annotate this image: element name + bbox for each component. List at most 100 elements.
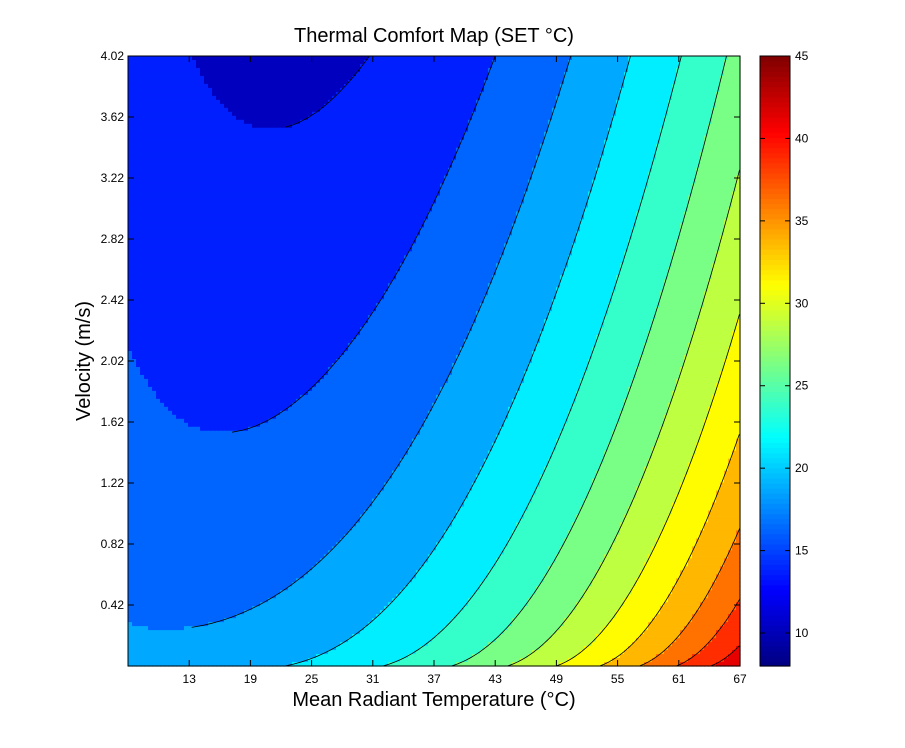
contour-cell bbox=[248, 116, 253, 121]
contour-cell bbox=[676, 172, 681, 177]
contour-cell bbox=[248, 152, 253, 157]
contour-cell bbox=[672, 128, 677, 133]
contour-cell bbox=[516, 128, 521, 133]
contour-cell bbox=[412, 132, 417, 137]
contour-cell bbox=[588, 64, 593, 69]
contour-cell bbox=[244, 88, 249, 93]
contour-cell bbox=[244, 172, 249, 177]
contour-cell bbox=[164, 76, 169, 81]
contour-cell bbox=[156, 104, 161, 109]
contour-cell bbox=[140, 184, 145, 189]
contour-cell bbox=[556, 116, 561, 121]
contour-cell bbox=[688, 92, 693, 97]
contour-cell bbox=[244, 104, 249, 109]
contour-cell bbox=[476, 184, 481, 189]
contour-cell bbox=[180, 60, 185, 65]
contour-cell bbox=[620, 68, 625, 73]
contour-cell bbox=[208, 68, 213, 73]
contour-cell bbox=[172, 184, 177, 189]
contour-cell bbox=[544, 100, 549, 105]
contour-cell bbox=[176, 164, 181, 169]
contour-cell bbox=[524, 96, 529, 101]
contour-cell bbox=[324, 172, 329, 177]
contour-cell bbox=[716, 176, 721, 181]
contour-cell bbox=[580, 168, 585, 173]
contour-cell bbox=[364, 132, 369, 137]
contour-cell bbox=[220, 108, 225, 113]
contour-cell bbox=[700, 112, 705, 117]
contour-cell bbox=[220, 100, 225, 105]
contour-cell bbox=[176, 60, 181, 65]
contour-cell bbox=[464, 180, 469, 185]
contour-cell bbox=[284, 72, 289, 77]
contour-cell bbox=[408, 92, 413, 97]
contour-cell bbox=[596, 88, 601, 93]
contour-cell bbox=[456, 88, 461, 93]
contour-cell bbox=[536, 64, 541, 69]
contour-cell bbox=[624, 128, 629, 133]
contour-cell bbox=[192, 56, 197, 61]
contour-cell bbox=[320, 56, 325, 61]
contour-cell bbox=[292, 176, 297, 181]
contour-cell bbox=[432, 76, 437, 81]
contour-cell bbox=[676, 80, 681, 85]
contour-cell bbox=[580, 64, 585, 69]
contour-cell bbox=[468, 100, 473, 105]
contour-cell bbox=[624, 152, 629, 157]
contour-cell bbox=[192, 112, 197, 117]
contour-cell bbox=[200, 172, 205, 177]
contour-cell bbox=[544, 176, 549, 181]
contour-cell bbox=[420, 140, 425, 145]
contour-cell bbox=[440, 68, 445, 73]
contour-cell bbox=[476, 76, 481, 81]
contour-cell bbox=[352, 92, 357, 97]
contour-cell bbox=[204, 88, 209, 93]
contour-cell bbox=[328, 64, 333, 69]
contour-cell bbox=[228, 96, 233, 101]
contour-cell bbox=[660, 156, 665, 161]
contour-cell bbox=[716, 152, 721, 157]
contour-cell bbox=[332, 164, 337, 169]
contour-cell bbox=[348, 92, 353, 97]
contour-cell bbox=[380, 132, 385, 137]
contour-cell bbox=[520, 128, 525, 133]
contour-cell bbox=[688, 96, 693, 101]
contour-cell bbox=[688, 112, 693, 117]
contour-cell bbox=[600, 84, 605, 89]
contour-cell bbox=[228, 160, 233, 165]
contour-cell bbox=[320, 80, 325, 85]
contour-cell bbox=[336, 124, 341, 129]
contour-cell bbox=[688, 100, 693, 105]
contour-cell bbox=[372, 164, 377, 169]
contour-cell bbox=[660, 160, 665, 165]
contour-cell bbox=[272, 128, 277, 133]
contour-cell bbox=[132, 104, 137, 109]
contour-cell bbox=[408, 60, 413, 65]
contour-cell bbox=[668, 108, 673, 113]
contour-cell bbox=[468, 104, 473, 109]
contour-cell bbox=[268, 104, 273, 109]
contour-cell bbox=[540, 164, 545, 169]
contour-cell bbox=[308, 176, 313, 181]
contour-cell bbox=[524, 128, 529, 133]
contour-cell bbox=[324, 112, 329, 117]
contour-cell bbox=[396, 180, 401, 185]
contour-cell bbox=[304, 56, 309, 61]
contour-cell bbox=[412, 156, 417, 161]
contour-cell bbox=[292, 184, 297, 189]
contour-cell bbox=[172, 136, 177, 141]
contour-cell bbox=[380, 136, 385, 141]
contour-cell bbox=[316, 120, 321, 125]
contour-cell bbox=[612, 164, 617, 169]
contour-cell bbox=[168, 152, 173, 157]
contour-cell bbox=[508, 136, 513, 141]
contour-cell bbox=[696, 88, 701, 93]
contour-cell bbox=[188, 88, 193, 93]
contour-cell bbox=[372, 180, 377, 185]
contour-cell bbox=[192, 144, 197, 149]
contour-cell bbox=[256, 136, 261, 141]
contour-cell bbox=[488, 124, 493, 129]
contour-cell bbox=[364, 92, 369, 97]
contour-cell bbox=[640, 136, 645, 141]
contour-cell bbox=[452, 120, 457, 125]
